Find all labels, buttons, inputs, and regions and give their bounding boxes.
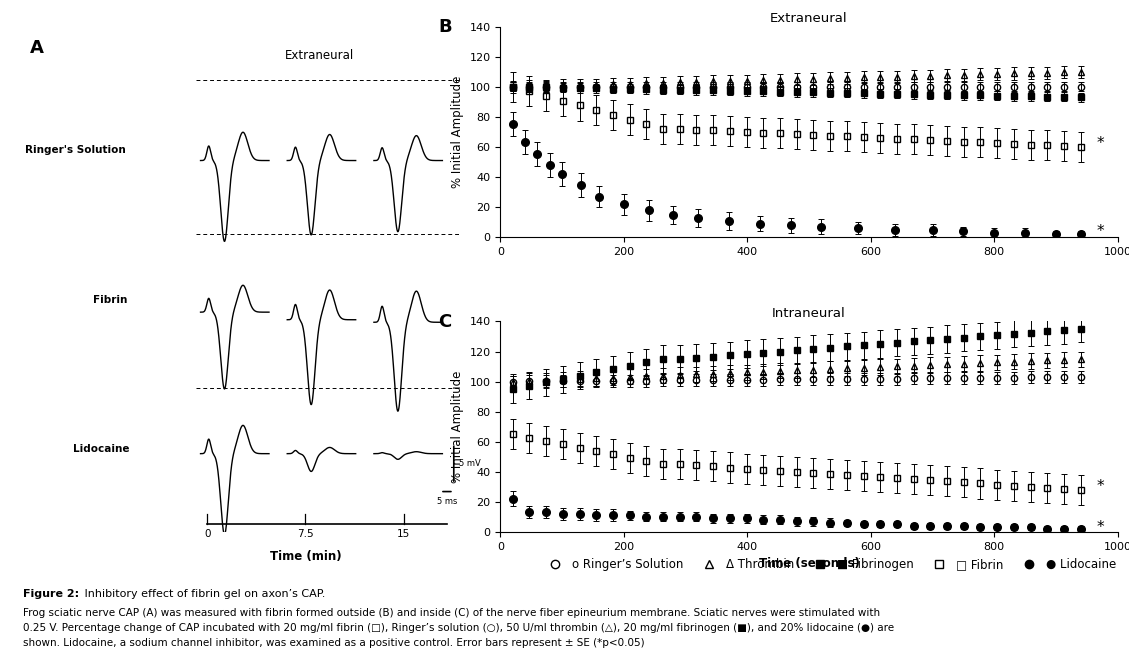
- Text: 0: 0: [204, 529, 211, 539]
- Text: 0.25 V. Percentage change of CAP incubated with 20 mg/ml fibrin (□), Ringer’s so: 0.25 V. Percentage change of CAP incubat…: [23, 623, 894, 633]
- Text: Inhibitory effect of fibrin gel on axon’s CAP.: Inhibitory effect of fibrin gel on axon’…: [81, 589, 325, 598]
- Text: 15: 15: [397, 529, 410, 539]
- Text: Ringer's Solution: Ringer's Solution: [25, 146, 125, 156]
- Title: Extraneural: Extraneural: [770, 13, 848, 25]
- Text: Extraneural: Extraneural: [285, 49, 353, 63]
- Text: 7.5: 7.5: [297, 529, 314, 539]
- Text: 5 mV: 5 mV: [460, 460, 481, 468]
- Text: *: *: [1096, 479, 1104, 494]
- Text: Lidocaine: Lidocaine: [72, 444, 130, 454]
- Text: Fibrin: Fibrin: [94, 295, 128, 305]
- Text: B: B: [439, 18, 453, 36]
- X-axis label: Time (seconds): Time (seconds): [759, 557, 859, 571]
- Text: Frog sciatic nerve CAP (A) was measured with fibrin formed outside (B) and insid: Frog sciatic nerve CAP (A) was measured …: [23, 608, 879, 618]
- Text: Figure 2:: Figure 2:: [23, 589, 79, 598]
- Text: shown. Lidocaine, a sodium channel inhibitor, was examined as a positive control: shown. Lidocaine, a sodium channel inhib…: [23, 638, 645, 648]
- Text: *: *: [1096, 520, 1104, 535]
- Text: Time (min): Time (min): [270, 550, 341, 563]
- Text: *: *: [1096, 223, 1104, 239]
- Text: 5 ms: 5 ms: [437, 497, 457, 506]
- Text: A: A: [29, 39, 43, 57]
- Y-axis label: % Initial Amplitude: % Initial Amplitude: [450, 370, 464, 483]
- Legend: o Ringer’s Solution, Δ Thrombin, ■ Fibrinogen, □ Fibrin, ● Lidocaine: o Ringer’s Solution, Δ Thrombin, ■ Fibri…: [539, 553, 1121, 576]
- Title: Intraneural: Intraneural: [772, 307, 846, 321]
- Text: *: *: [1096, 136, 1104, 152]
- Y-axis label: % Initial Amplitude: % Initial Amplitude: [450, 76, 464, 188]
- Text: C: C: [439, 313, 452, 331]
